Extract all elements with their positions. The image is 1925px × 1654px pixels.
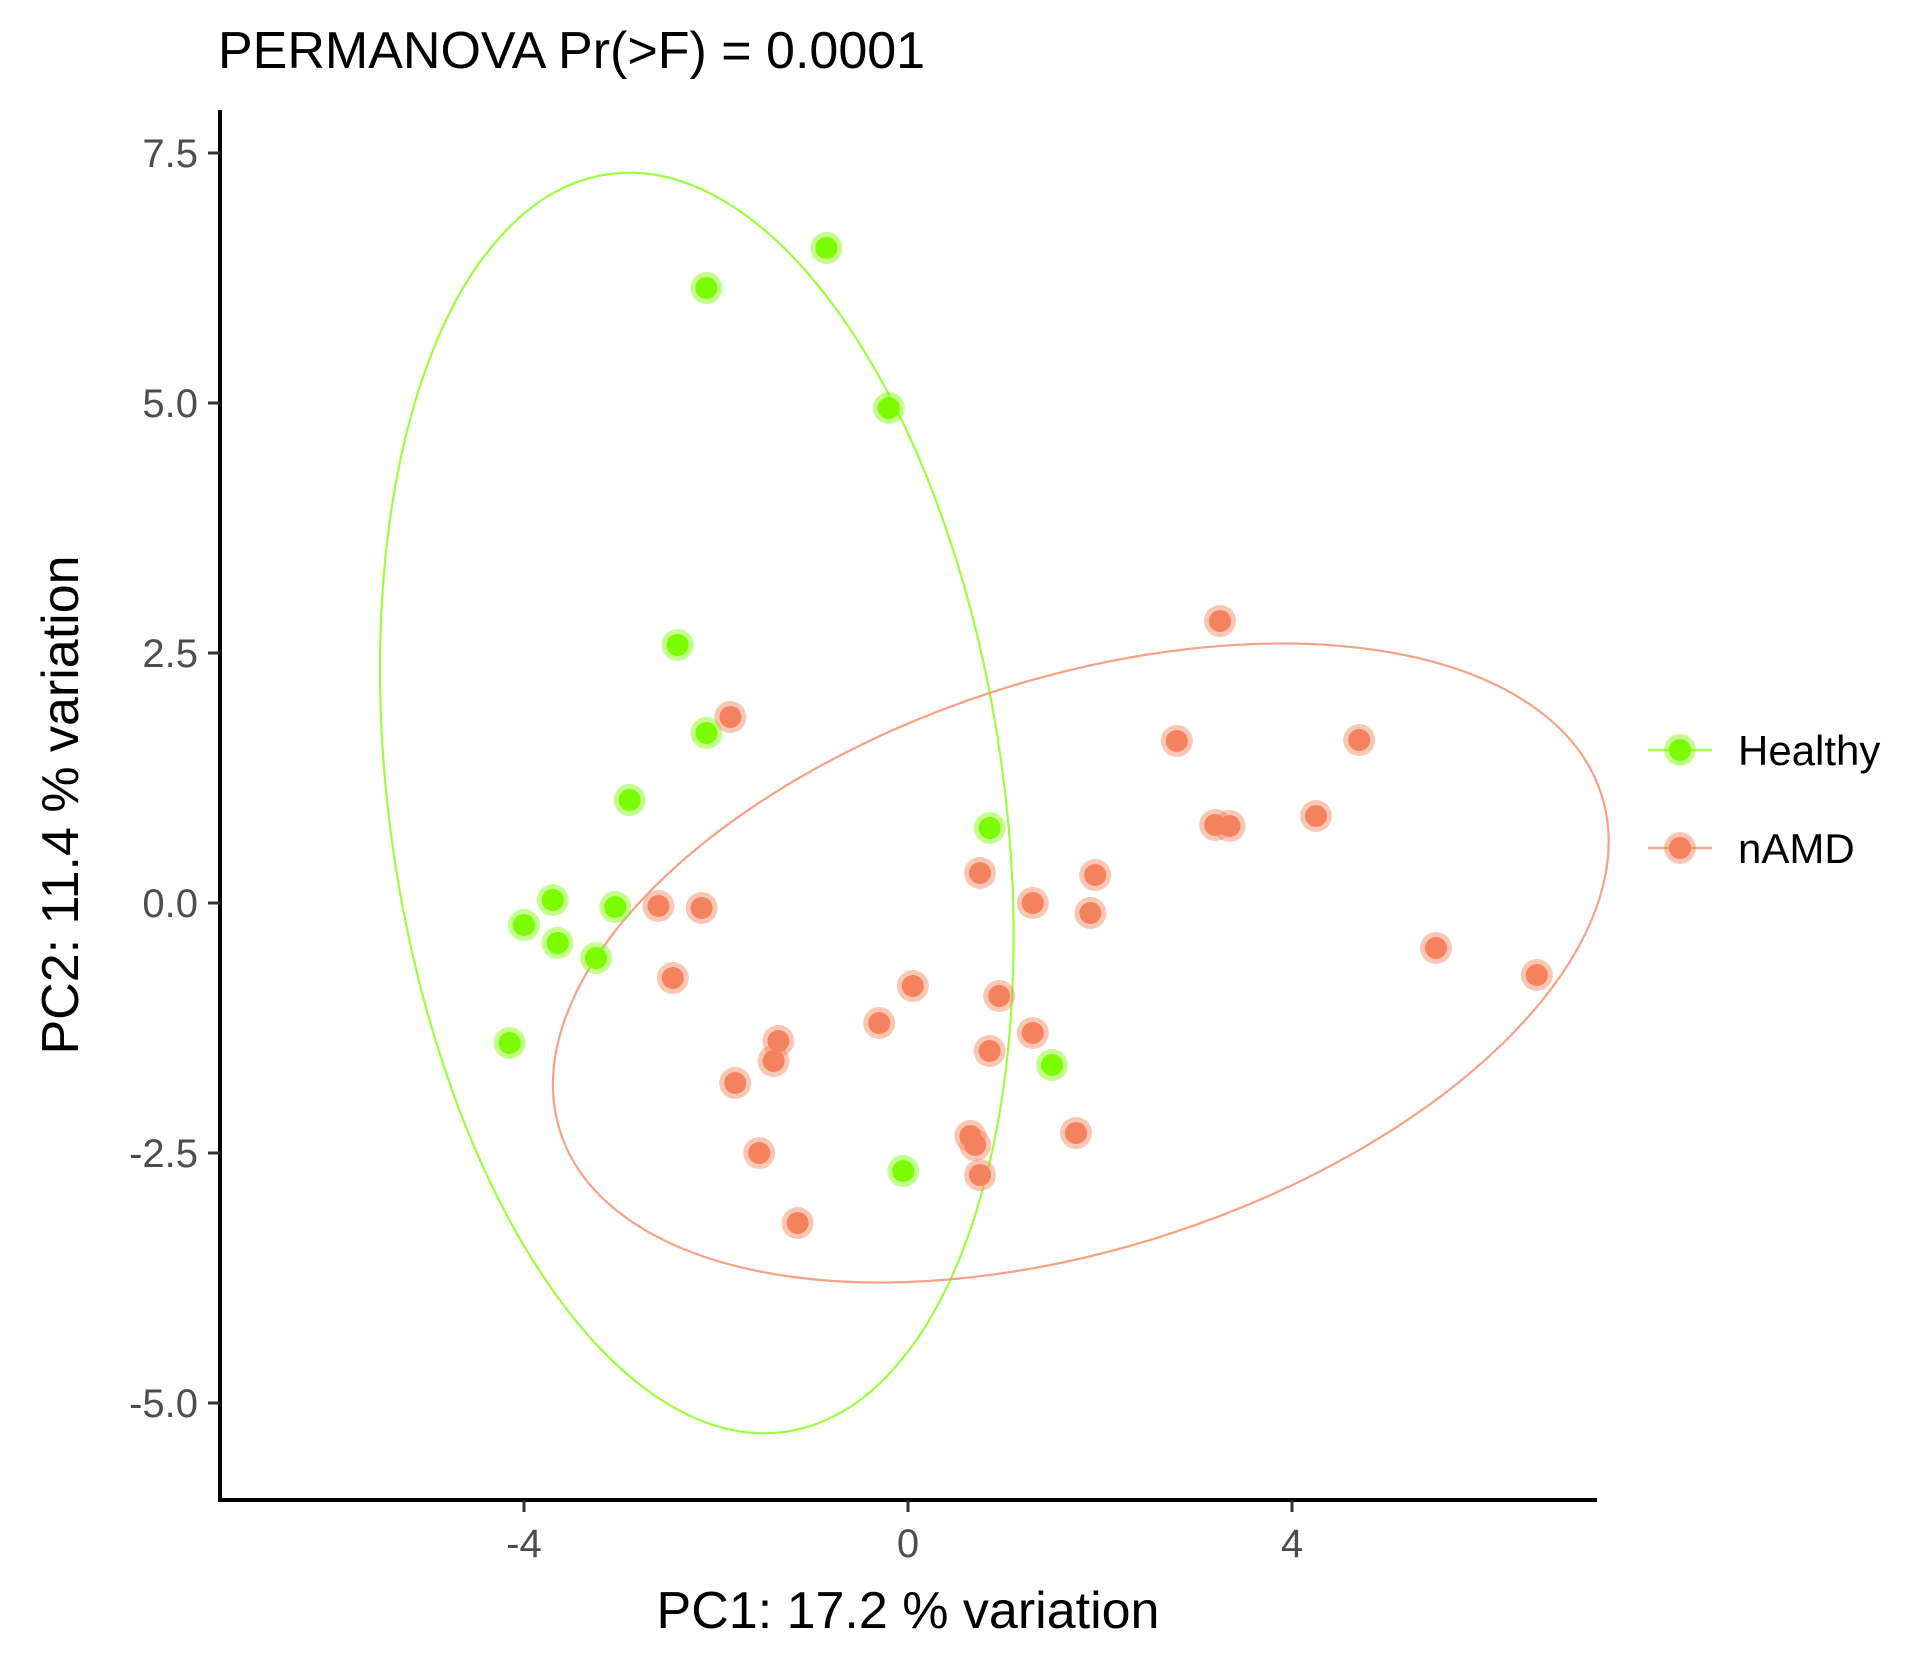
namd-point: [685, 892, 718, 924]
x-axis-ticks: -4 0 4: [506, 1500, 1303, 1566]
namd-point: [863, 1007, 896, 1039]
legend: Healthy nAMD: [1648, 727, 1880, 872]
healthy-point: [1036, 1049, 1068, 1081]
namd-point: [1420, 932, 1452, 964]
x-axis-title: PC1: 17.2 % variation: [657, 1582, 1160, 1640]
namd-ellipse: [551, 642, 1610, 1284]
legend-label: Healthy: [1738, 727, 1880, 774]
namd-point: [1016, 1017, 1049, 1049]
healthy-point: [599, 891, 632, 923]
legend-item-healthy: Healthy: [1648, 727, 1880, 774]
healthy-point: [493, 1027, 526, 1059]
data-points: [493, 232, 1553, 1239]
x-tick-label: -4: [506, 1522, 542, 1566]
healthy-point: [613, 784, 646, 816]
y-axis-title: PC2: 11.4 % variation: [32, 555, 90, 1054]
healthy-point: [887, 1155, 920, 1187]
namd-point: [781, 1207, 814, 1239]
namd-point: [959, 1129, 992, 1161]
y-tick-label: -2.5: [129, 1132, 198, 1176]
namd-point: [757, 1045, 790, 1077]
namd-point: [1016, 887, 1049, 919]
legend-label: nAMD: [1738, 825, 1855, 872]
namd-point: [762, 1025, 795, 1057]
namd-point: [656, 962, 689, 994]
namd-point: [973, 1035, 1006, 1067]
namd-point: [642, 890, 675, 922]
healthy-point: [872, 392, 905, 424]
namd-point: [1160, 725, 1193, 757]
healthy-point: [661, 629, 694, 661]
healthy-point: [690, 717, 723, 749]
healthy-point: [580, 942, 612, 974]
namd-point: [1079, 859, 1112, 891]
namd-point: [1300, 800, 1332, 832]
y-tick-label: 5.0: [142, 382, 198, 426]
healthy-point: [810, 232, 843, 264]
legend-key-healthy: [1648, 734, 1712, 766]
namd-point: [1213, 810, 1246, 842]
healthy-point: [690, 272, 723, 304]
x-tick-label: 0: [897, 1522, 919, 1566]
y-axis-ticks: -5.0 -2.5 0.0 2.5 5.0 7.5: [129, 132, 220, 1426]
namd-point: [714, 701, 747, 733]
healthy-point: [541, 927, 574, 959]
y-tick-label: 7.5: [142, 132, 198, 176]
namd-point: [1204, 605, 1236, 637]
namd-point: [964, 1159, 996, 1191]
namd-point: [743, 1137, 776, 1169]
namd-point: [1060, 1117, 1092, 1149]
confidence-ellipses: [378, 171, 1610, 1435]
healthy-ellipse: [378, 171, 1015, 1435]
namd-point: [983, 980, 1016, 1012]
namd-point: [1074, 897, 1107, 929]
legend-item-namd: nAMD: [1648, 825, 1855, 872]
x-tick-label: 4: [1281, 1522, 1303, 1566]
namd-point: [1343, 724, 1376, 756]
healthy-point: [536, 884, 569, 916]
namd-point: [1520, 959, 1553, 991]
namd-point: [896, 970, 929, 1002]
namd-point: [964, 857, 996, 889]
y-tick-label: -5.0: [129, 1382, 198, 1426]
healthy-point: [973, 812, 1006, 844]
healthy-point: [508, 909, 540, 941]
chart-title: PERMANOVA Pr(>F) = 0.0001: [218, 22, 925, 80]
legend-key-namd: [1648, 832, 1712, 864]
namd-point: [719, 1067, 752, 1099]
y-tick-label: 2.5: [142, 632, 198, 676]
y-tick-label: 0.0: [142, 882, 198, 926]
